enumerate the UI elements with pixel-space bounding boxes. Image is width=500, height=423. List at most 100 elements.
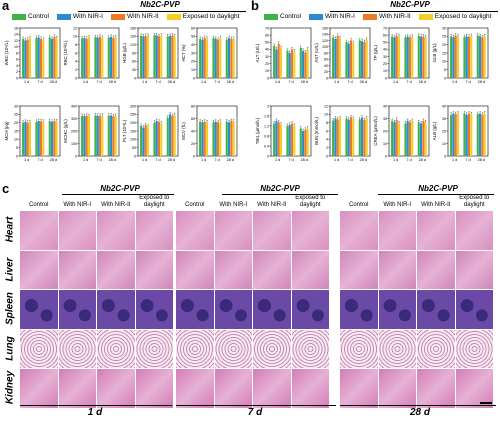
x-tick-label: 28 d xyxy=(360,80,367,84)
y-tick-label: 150 xyxy=(130,35,136,39)
bar xyxy=(456,113,460,156)
bar xyxy=(393,122,396,156)
bar xyxy=(96,37,99,78)
histology-tile-kidney xyxy=(58,369,96,408)
x-tick-label: 28 d xyxy=(109,80,116,84)
histology-tile-liver xyxy=(455,250,493,289)
bar xyxy=(140,35,143,78)
histology-tile-heart xyxy=(291,211,329,250)
bar xyxy=(454,35,457,78)
bar xyxy=(214,38,217,78)
bar xyxy=(347,119,350,156)
group-title-a: Nb2C-PVP xyxy=(140,0,180,9)
column-title: Control xyxy=(29,202,49,208)
bar xyxy=(158,36,161,78)
bar xyxy=(42,39,45,78)
histology-tile-heart xyxy=(417,211,455,250)
y-tick-label: 0 xyxy=(267,154,269,158)
bar xyxy=(391,36,394,78)
histology-tile-kidney xyxy=(20,369,58,408)
bar xyxy=(94,37,97,78)
bar xyxy=(55,38,58,78)
bar xyxy=(302,131,305,156)
y-tick-label: 40 xyxy=(442,104,446,108)
time-label-7d: 7 d xyxy=(247,407,263,418)
bar xyxy=(83,116,86,156)
histology-tile-spleen xyxy=(291,290,329,329)
bar xyxy=(217,39,220,78)
bar xyxy=(225,121,228,156)
y-tick-label: 4 xyxy=(326,138,328,142)
histology-tile-liver xyxy=(417,250,455,289)
bar xyxy=(299,128,302,156)
bar xyxy=(112,38,115,78)
bar xyxy=(48,121,51,156)
y-tick-label: 250 xyxy=(130,113,136,117)
histology-tile-liver xyxy=(291,250,329,289)
x-tick-label: 1 d xyxy=(393,158,398,162)
bar xyxy=(273,45,276,78)
histology-tile-spleen xyxy=(214,290,252,329)
bar xyxy=(81,38,84,78)
bar xyxy=(395,35,398,78)
y-tick-label: 0.4 xyxy=(264,144,269,148)
row-label-spleen: Spleen xyxy=(4,292,16,326)
histology-tile-liver xyxy=(176,250,214,289)
y-tick-label: 10 xyxy=(383,142,387,146)
legend-swatch xyxy=(110,13,125,20)
bar xyxy=(83,38,86,78)
bar xyxy=(35,38,38,78)
histology-tile-heart xyxy=(455,211,493,250)
y-tick-label: 70 xyxy=(383,26,387,30)
bar xyxy=(299,48,302,78)
y-tick-label: 5 xyxy=(444,68,446,72)
group-title-c2: Nb2C-PVP xyxy=(260,184,300,193)
chart-1: 0 2 4 6 8 10 12 RBC (10¹²/L) 1 d 7 d 28 d xyxy=(63,26,120,84)
y-axis-label: HGB (g/L) xyxy=(122,43,127,63)
histology-tile-kidney xyxy=(417,369,455,408)
bar xyxy=(158,121,161,156)
bar xyxy=(53,121,56,156)
bar xyxy=(219,38,222,78)
group-underline-a xyxy=(78,11,246,12)
bar xyxy=(452,113,455,156)
bar xyxy=(291,123,294,156)
time-label-1d: 1 d xyxy=(87,407,103,418)
y-axis-label: WBC (10⁹/L) xyxy=(4,40,9,65)
bar xyxy=(481,37,484,78)
bar xyxy=(144,36,147,78)
histology-tile-spleen xyxy=(135,290,173,329)
bar xyxy=(483,36,486,78)
bar xyxy=(468,36,471,78)
y-tick-label: 300 xyxy=(71,117,77,121)
legend-item: With NIR-I xyxy=(56,13,103,20)
bar xyxy=(140,126,143,156)
y-tick-label: 120 xyxy=(322,39,328,43)
chart-9: 0 20 40 60 80 100 120 140 160 AST (U/L) 1 d 7 d 28 d xyxy=(314,26,371,84)
legend-item: With NIR-II xyxy=(110,13,159,20)
y-tick-label: 1.2 xyxy=(264,124,269,128)
x-tick-label: 1 d xyxy=(24,80,29,84)
bar xyxy=(107,37,110,78)
bar xyxy=(37,121,40,156)
bar xyxy=(219,121,222,156)
y-tick-label: 50 xyxy=(265,41,269,45)
bar xyxy=(424,122,427,156)
bar xyxy=(144,125,147,156)
time-underline-2 xyxy=(176,405,336,406)
histology-tile-kidney xyxy=(176,369,214,408)
bar xyxy=(201,122,204,156)
bar xyxy=(110,36,113,78)
y-tick-label: 50 xyxy=(191,35,195,39)
legend-item: With NIR-II xyxy=(362,13,411,20)
bar xyxy=(463,37,466,78)
panel-letter-c: c xyxy=(2,181,10,196)
histology-tile-kidney xyxy=(340,369,378,408)
x-tick-label: 7 d xyxy=(406,80,411,84)
bar xyxy=(166,36,169,78)
legend-swatch xyxy=(418,13,433,20)
y-tick-label: 60 xyxy=(383,33,387,37)
chart-11: 0 5 10 15 20 25 30 GLB (g/L) 1 d 7 d 28 d xyxy=(432,26,489,84)
y-tick-label: 20 xyxy=(324,70,328,74)
x-tick-label: 28 d xyxy=(50,80,57,84)
